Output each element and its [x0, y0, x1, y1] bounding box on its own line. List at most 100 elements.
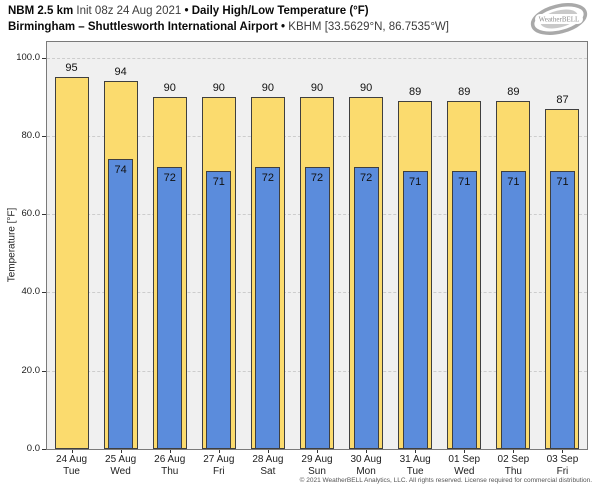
x-tick-date: 02 Sep: [497, 454, 530, 465]
low-value-label: 71: [507, 176, 520, 189]
x-tick-date: 03 Sep: [546, 454, 579, 465]
x-tick-date: 29 Aug: [301, 454, 333, 465]
chart-title: NBM 2.5 km Init 08z 24 Aug 2021 • Daily …: [8, 3, 449, 35]
x-tick-label: 26 Aug Thu: [154, 454, 185, 478]
high-value-label: 90: [163, 81, 176, 94]
low-bar: [451, 171, 477, 449]
y-tick-mark: [42, 135, 46, 137]
x-tick-date: 25 Aug: [105, 454, 137, 465]
x-tick-day: Tue: [406, 466, 424, 477]
title-separator: •: [184, 5, 189, 17]
x-tick-mark: [513, 450, 515, 453]
high-value-label: 94: [114, 66, 127, 79]
high-bar: [54, 77, 89, 449]
x-tick-mark: [366, 450, 368, 453]
low-value-label: 71: [409, 176, 422, 189]
logo-text: WeatherBELL: [539, 16, 580, 24]
x-tick-label: 28 Aug Sat: [252, 454, 283, 478]
x-tick-date: 31 Aug: [399, 454, 431, 465]
hurricane-swirl-icon: WeatherBELL: [530, 3, 588, 35]
low-value-label: 72: [310, 172, 324, 185]
x-tick-mark: [267, 450, 269, 453]
low-bar: [402, 171, 428, 449]
y-tick-label: 40.0: [21, 286, 41, 298]
x-tick-day: Thu: [504, 466, 522, 477]
title-separator-2: •: [281, 21, 286, 33]
high-value-label: 90: [359, 81, 373, 94]
x-tick-date: 28 Aug: [252, 454, 284, 465]
y-tick-label: 20.0: [21, 364, 41, 376]
y-tick-mark: [42, 449, 46, 450]
x-tick-date: 26 Aug: [154, 454, 186, 465]
high-value-label: 90: [212, 81, 225, 94]
x-tick-day: Sun: [308, 466, 326, 477]
x-tick-mark: [415, 450, 417, 453]
x-tick-mark: [169, 450, 171, 453]
x-tick-date: 27 Aug: [203, 454, 235, 465]
x-tick-label: 27 Aug Fri: [203, 454, 234, 478]
x-tick-label: 25 Aug Wed: [105, 454, 136, 478]
low-bar: [206, 171, 232, 449]
high-value-label: 90: [310, 81, 324, 94]
high-value-label: 89: [409, 85, 422, 98]
x-tick-mark: [317, 450, 318, 453]
product-name: Daily High/Low Temperature (°F): [191, 5, 369, 17]
low-value-label: 74: [114, 164, 127, 177]
y-tick-label: 100.0: [16, 51, 40, 63]
x-tick-mark: [120, 450, 122, 453]
x-tick-label: 31 Aug Tue: [400, 454, 431, 478]
x-tick-label: 01 Sep Wed: [448, 454, 480, 478]
low-bar: [304, 167, 330, 449]
y-tick-mark: [42, 370, 46, 372]
y-tick-label: 60.0: [21, 208, 41, 220]
x-tick-date: 24 Aug: [55, 454, 88, 465]
low-bar: [255, 167, 281, 449]
low-bar: [108, 159, 134, 449]
low-value-label: 72: [261, 172, 275, 185]
x-tick-label: 02 Sep Thu: [498, 454, 530, 478]
copyright-notice: © 2021 WeatherBELL Analytics, LLC. All r…: [299, 477, 592, 484]
low-value-label: 71: [212, 176, 225, 189]
x-tick-label: 03 Sep Fri: [547, 454, 579, 478]
low-bar: [157, 167, 183, 449]
y-tick-mark: [42, 57, 46, 59]
high-value-label: 89: [458, 85, 471, 98]
low-value-label: 72: [163, 172, 176, 185]
weatherbell-logo: WeatherBELL: [522, 0, 596, 38]
low-value-label: 71: [556, 176, 569, 189]
station-name: Birmingham – Shuttlesworth International…: [8, 21, 278, 33]
gridline: [47, 57, 587, 59]
high-value-label: 87: [556, 93, 569, 106]
x-tick-label: 29 Aug Sun: [301, 454, 332, 478]
high-value-label: 95: [65, 62, 78, 75]
plot-area: 95 94 74 90 72 90 71 90 72 90 72 90 72 89 71 89 71 89 71 87…: [46, 41, 588, 450]
low-value-label: 72: [359, 172, 373, 185]
x-tick-day: Fri: [212, 466, 225, 477]
high-value-label: 90: [261, 81, 275, 94]
x-tick-mark: [71, 450, 73, 453]
init-time: Init 08z 24 Aug 2021: [76, 5, 182, 17]
x-tick-mark: [464, 450, 466, 453]
title-line-2: Birmingham – Shuttlesworth International…: [8, 19, 449, 35]
x-tick-day: Thu: [161, 466, 179, 477]
x-tick-date: 30 Aug: [350, 454, 382, 465]
model-name: NBM 2.5 km: [8, 5, 74, 17]
low-bar: [353, 167, 379, 449]
x-tick-label: 24 Aug Tue: [56, 454, 87, 478]
title-line-1: NBM 2.5 km Init 08z 24 Aug 2021 • Daily …: [8, 3, 449, 19]
x-tick-day: Sat: [260, 466, 276, 477]
x-tick-day: Tue: [63, 466, 80, 477]
x-tick-mark: [218, 450, 220, 453]
y-tick-mark: [42, 292, 46, 294]
x-tick-day: Wed: [454, 466, 475, 477]
low-bar: [500, 171, 526, 449]
y-tick-label: 80.0: [21, 129, 41, 141]
y-tick-label: 0.0: [26, 443, 40, 454]
x-tick-day: Wed: [110, 466, 131, 477]
x-tick-label: 30 Aug Mon: [351, 454, 382, 478]
low-value-label: 71: [458, 176, 471, 189]
x-tick-mark: [562, 450, 564, 453]
y-tick-mark: [42, 214, 46, 216]
low-bar: [549, 171, 575, 449]
